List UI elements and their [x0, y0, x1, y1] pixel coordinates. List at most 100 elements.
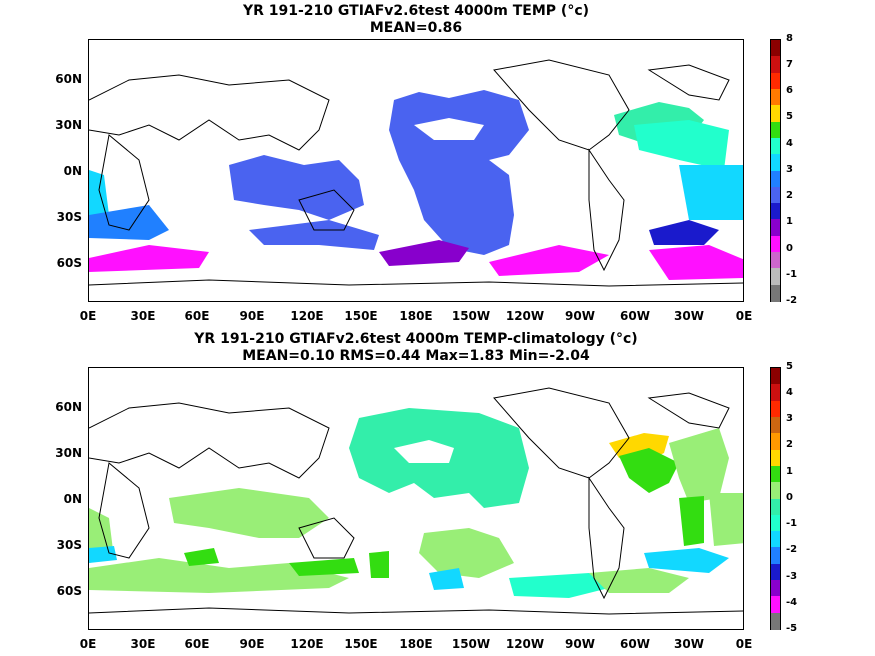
pacific-field: [389, 90, 529, 255]
colorbar-segment: [771, 580, 780, 597]
colorbar-segment: [771, 121, 780, 139]
temperature-map: [89, 59, 743, 287]
colorbar-label: 8: [786, 33, 793, 44]
southern-ocean-band-4: [649, 245, 743, 280]
colorbar-label: -1: [786, 269, 798, 280]
x-tick-label: 90W: [565, 637, 595, 651]
southern-ocean-band-3: [489, 245, 609, 276]
colorbar-label: 0: [786, 243, 793, 254]
green-patch-1: [184, 548, 219, 566]
colorbar-segment: [771, 56, 780, 74]
panel-subtitle: MEAN=0.86: [369, 20, 463, 36]
y-tick-label: 60N: [55, 400, 82, 414]
colorbar-label: 0: [786, 492, 793, 503]
colorbar-label: 4: [786, 138, 793, 149]
x-tick-label: 180E: [399, 637, 433, 651]
atlantic-light-field: [669, 428, 729, 503]
x-tick-label: 150E: [344, 637, 378, 651]
colorbar-segment: [771, 498, 780, 516]
x-tick-label: 120W: [505, 309, 545, 323]
cyan-patch-2: [429, 568, 464, 590]
colorbar-label: 2: [786, 439, 793, 450]
south-indian-field: [249, 220, 379, 250]
colorbar-label: 3: [786, 164, 793, 175]
panel-title: YR 191-210 GTIAFv2.6test 4000m TEMP (°c): [242, 3, 590, 19]
coastlines: [89, 59, 743, 287]
x-tick-label: 0E: [735, 637, 753, 651]
x-tick-label: 120E: [290, 637, 324, 651]
colorbar-label: 2: [786, 190, 793, 201]
south-atlantic-light: [709, 493, 743, 546]
cyan-patch-1: [89, 546, 117, 563]
x-tick-label: 30W: [674, 309, 704, 323]
top-panel: YR 191-210 GTIAFv2.6test 4000m TEMP (°c)…: [55, 3, 798, 323]
colorbar-segment: [771, 154, 780, 171]
y-tick-label: 30S: [56, 538, 82, 552]
panel-subtitle: MEAN=0.10 RMS=0.44 Max=1.83 Min=-2.04: [242, 348, 590, 364]
x-tick-label: 0E: [735, 309, 753, 323]
colorbar-label: 1: [786, 466, 793, 477]
colorbar-label: 6: [786, 85, 793, 96]
colorbar-segment: [771, 252, 780, 269]
colorbar: [770, 39, 781, 302]
x-tick-label: 90E: [239, 309, 265, 323]
colorbar: [770, 367, 781, 630]
colorbar-segment: [771, 105, 780, 123]
anomaly-map: [89, 387, 743, 615]
y-tick-label: 0N: [63, 492, 82, 506]
x-tick-label: 150E: [344, 309, 378, 323]
colorbar-segment: [771, 531, 780, 548]
pacific-anomaly-hole: [394, 440, 454, 463]
x-tick-label: 30W: [674, 637, 704, 651]
y-tick-label: 60S: [56, 584, 82, 598]
atlantic-blue-band: [644, 548, 729, 573]
colorbar-segment: [771, 170, 780, 188]
colorbar-segment: [771, 416, 780, 434]
south-atlantic-green: [679, 496, 704, 546]
colorbar-segment: [771, 482, 780, 499]
atlantic-field-cyan: [634, 120, 729, 170]
colorbar-label: -3: [786, 571, 798, 582]
green-patch-3: [369, 551, 389, 578]
indian-ocean-field: [229, 155, 364, 220]
colorbar-segment: [771, 137, 780, 155]
x-tick-label: 60E: [184, 637, 210, 651]
bottom-panel: YR 191-210 GTIAFv2.6test 4000m TEMP-clim…: [0, 328, 875, 656]
x-tick-label: 90E: [239, 637, 265, 651]
cyan-patch-3: [509, 573, 609, 598]
colorbar-segment: [771, 596, 780, 614]
colorbar-segment: [771, 235, 780, 253]
colorbar-segment: [771, 268, 780, 286]
colorbar-segment: [771, 72, 780, 90]
coastlines: [89, 387, 743, 615]
x-tick-label: 120W: [505, 637, 545, 651]
colorbar-segment: [771, 514, 780, 532]
y-tick-label: 60N: [55, 72, 82, 86]
colorbar-label: -5: [786, 623, 798, 634]
x-tick-label: 0E: [79, 309, 97, 323]
colorbar-label: -1: [786, 518, 798, 529]
colorbar-label: -4: [786, 597, 798, 608]
y-tick-label: 30S: [56, 210, 82, 224]
x-tick-label: 60W: [620, 309, 650, 323]
panel-title: YR 191-210 GTIAFv2.6test 4000m TEMP-clim…: [194, 331, 638, 347]
colorbar-segment: [771, 284, 780, 302]
x-tick-label: 60W: [620, 637, 650, 651]
x-tick-label: 90W: [565, 309, 595, 323]
colorbar-segment: [771, 186, 780, 204]
x-tick-label: 120E: [290, 309, 324, 323]
southern-indian-anomaly: [89, 558, 349, 593]
colorbar-segment: [771, 449, 780, 467]
x-tick-label: 150W: [451, 637, 491, 651]
atlantic-green-field: [619, 448, 679, 493]
x-tick-label: 0E: [79, 637, 97, 651]
x-tick-label: 30E: [130, 637, 156, 651]
pacific-hole: [414, 118, 484, 140]
southern-ocean-band-1: [89, 245, 209, 272]
colorbar-label: -2: [786, 544, 798, 555]
colorbar-label: 5: [786, 361, 793, 372]
colorbar-label: 7: [786, 59, 793, 70]
atlantic-deep-blue: [649, 220, 719, 245]
colorbar-segment: [771, 465, 780, 483]
colorbar-segment: [771, 219, 780, 237]
